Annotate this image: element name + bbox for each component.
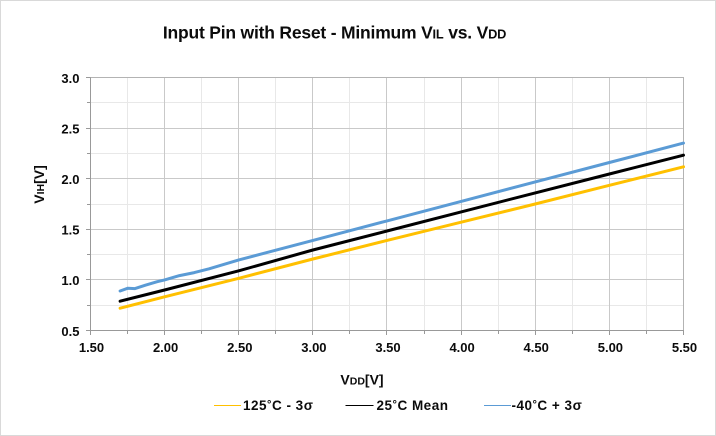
svg-text:0.5: 0.5 [61, 324, 79, 339]
svg-text:1.0: 1.0 [61, 273, 79, 288]
svg-text:125°C - 3σ: 125°C - 3σ [243, 398, 313, 413]
svg-text:25°C Mean: 25°C Mean [377, 398, 449, 413]
svg-text:1.50: 1.50 [79, 340, 104, 355]
svg-text:5.50: 5.50 [672, 340, 697, 355]
svg-text:4.50: 4.50 [524, 340, 549, 355]
svg-text:2.0: 2.0 [61, 172, 79, 187]
svg-text:3.0: 3.0 [61, 71, 79, 86]
svg-text:3.00: 3.00 [301, 340, 326, 355]
svg-text:1.5: 1.5 [61, 223, 79, 238]
svg-text:2.5: 2.5 [61, 121, 79, 136]
svg-text:2.00: 2.00 [153, 340, 178, 355]
svg-text:3.50: 3.50 [375, 340, 400, 355]
svg-text:Input Pin with Reset - Minimum: Input Pin with Reset - Minimum VIL vs. V… [163, 22, 506, 42]
svg-text:-40°C + 3σ: -40°C + 3σ [512, 398, 583, 413]
svg-text:4.00: 4.00 [449, 340, 474, 355]
svg-text:VIH[V]: VIH[V] [31, 165, 47, 204]
svg-text:2.50: 2.50 [227, 340, 252, 355]
svg-text:5.00: 5.00 [598, 340, 623, 355]
svg-text:VDD[V]: VDD[V] [340, 372, 383, 388]
